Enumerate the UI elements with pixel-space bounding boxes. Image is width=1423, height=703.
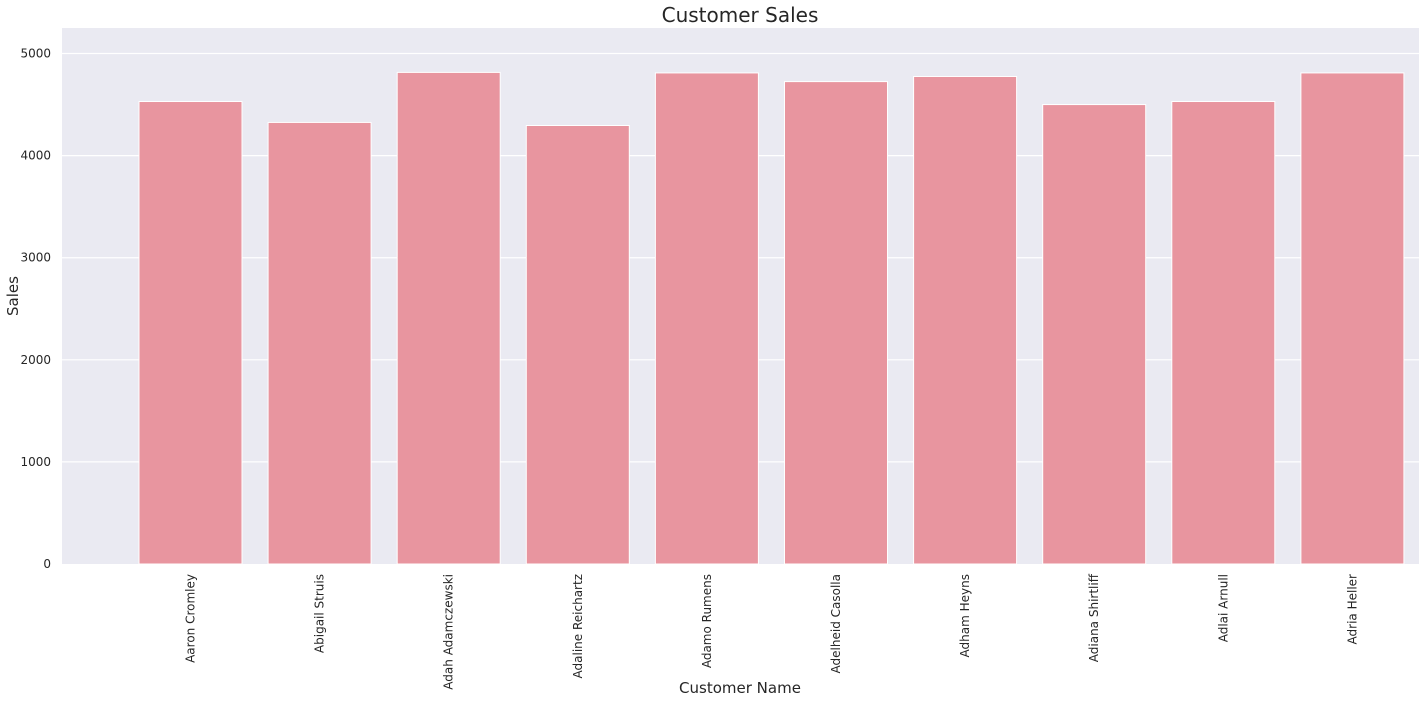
x-tick-label: Adaline Reichartz [571, 574, 585, 678]
x-tick-label: Adah Adamczewski [442, 574, 456, 690]
y-tick-label: 4000 [20, 149, 51, 163]
chart-title: Customer Sales [662, 3, 819, 27]
bar-abigail-struis [267, 121, 372, 565]
y-tick-label: 5000 [20, 47, 51, 61]
x-axis-label: Customer Name [679, 679, 801, 697]
y-tick-label: 3000 [20, 251, 51, 265]
bar-adria-heller [1300, 72, 1405, 565]
x-tick-label: Adelheid Casolla [829, 574, 843, 673]
bar-adham-heyns [913, 75, 1018, 565]
x-tick-label: Adiana Shirtliff [1087, 573, 1101, 662]
x-tick-label: Abigail Struis [313, 574, 327, 653]
bar-adelheid-casolla [784, 81, 888, 565]
bar-adiana-shirtliff [1042, 104, 1147, 565]
x-tick-label: Adham Heyns [958, 574, 972, 657]
bar-adaline-reichartz [525, 125, 630, 565]
bar-adah-adamczewski [396, 71, 501, 565]
x-tick-labels: Aaron Cromley Abigail Struis Adah Adamczew… [184, 573, 1360, 689]
y-tick-labels: 0 1000 2000 3000 4000 5000 [20, 47, 51, 571]
bars [138, 71, 1405, 565]
bar-adlai-arnull [1171, 101, 1276, 565]
y-tick-label: 0 [43, 557, 51, 571]
x-tick-label: Adamo Rumens [700, 574, 714, 668]
y-tick-label: 2000 [20, 353, 51, 367]
bar-aaron-cromley [138, 101, 243, 565]
bar-adamo-rumens [654, 72, 759, 565]
y-axis-label: Sales [4, 276, 22, 316]
x-tick-label: Adria Heller [1345, 574, 1359, 645]
x-tick-label: Aaron Cromley [184, 574, 198, 663]
x-tick-label: Adlai Arnull [1216, 574, 1230, 642]
y-tick-label: 1000 [20, 455, 51, 469]
